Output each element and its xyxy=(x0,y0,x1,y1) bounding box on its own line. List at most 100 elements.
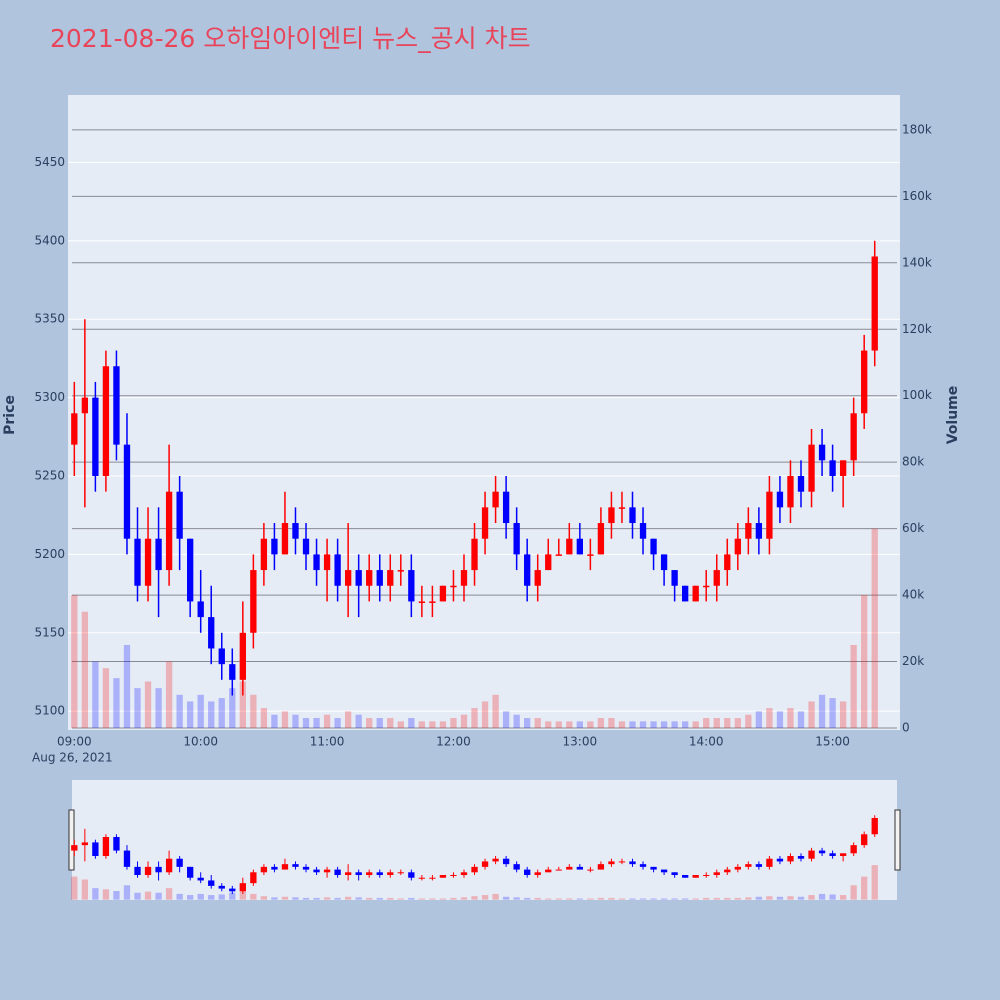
candle-body xyxy=(376,570,383,586)
mini-volume-bar xyxy=(681,898,689,900)
mini-candle-body xyxy=(250,872,257,884)
mini-candle-body xyxy=(639,864,647,867)
candle-body xyxy=(850,413,857,461)
volume-bar xyxy=(92,661,99,729)
volume-bar xyxy=(229,688,236,729)
mini-volume-bar xyxy=(776,896,784,900)
volume-bar xyxy=(703,718,710,729)
candle-body xyxy=(439,585,447,602)
range-handle-right[interactable] xyxy=(894,809,901,871)
volume-bar xyxy=(429,721,436,729)
mini-candle-body xyxy=(650,866,657,870)
mini-candle-body xyxy=(387,872,394,876)
range-slider[interactable] xyxy=(72,780,897,900)
mini-candle-body xyxy=(260,866,268,873)
volume-bar xyxy=(376,718,383,729)
mini-candle-body xyxy=(829,853,836,856)
mini-candle-body xyxy=(629,861,636,865)
mini-volume-bar xyxy=(850,885,857,900)
candle-body xyxy=(208,617,215,649)
volume-bar xyxy=(724,718,731,729)
candle-body xyxy=(71,413,78,445)
candle-body xyxy=(861,350,868,414)
mini-candle-body xyxy=(397,872,404,874)
mini-volume-bar xyxy=(608,897,615,900)
y2-tick-label: 20k xyxy=(902,654,924,668)
mini-candle-body xyxy=(313,869,320,873)
mini-volume-bar xyxy=(566,898,573,900)
mini-volume-bar xyxy=(755,896,763,900)
mini-volume-bar xyxy=(134,892,141,900)
volume-bar xyxy=(502,711,510,729)
volume-bar xyxy=(745,714,752,729)
candle-body xyxy=(639,523,647,539)
mini-candle-body xyxy=(123,850,131,867)
candle-body xyxy=(165,491,173,571)
candle-body xyxy=(271,538,278,555)
mini-volume-bar xyxy=(387,897,394,900)
mini-volume-bar xyxy=(450,897,457,900)
mini-candle-body xyxy=(208,880,215,886)
volume-bar xyxy=(734,718,741,729)
mini-candle-body xyxy=(218,885,225,889)
mini-candle-body xyxy=(745,864,752,867)
candle-body xyxy=(566,538,573,555)
volume-bar xyxy=(871,528,878,729)
mini-candle-body xyxy=(102,836,110,856)
mini-candle-body xyxy=(492,858,499,862)
plot-area xyxy=(68,95,900,730)
volume-bar xyxy=(639,721,647,729)
candle-body xyxy=(576,538,583,555)
volume-bar xyxy=(524,718,531,729)
mini-volume-bar xyxy=(492,893,499,900)
volume-bar xyxy=(218,698,225,729)
volume-bar xyxy=(397,721,404,729)
mini-candle-body xyxy=(113,836,120,851)
mini-volume-bar xyxy=(313,897,320,900)
x-tick-label: 09:00 xyxy=(57,735,92,749)
candle-body xyxy=(587,554,594,556)
mini-volume-bar xyxy=(734,897,741,900)
mini-candle-body xyxy=(187,866,194,878)
mini-candle-body xyxy=(555,869,562,871)
candle-body xyxy=(408,570,415,602)
volume-bar xyxy=(618,721,626,729)
mini-candle-body xyxy=(861,834,868,846)
candle-body xyxy=(397,570,404,572)
candle-body xyxy=(281,523,289,555)
volume-bar xyxy=(334,718,341,729)
candle-body xyxy=(155,538,162,571)
volume-bar xyxy=(302,718,310,729)
mini-volume-bar xyxy=(460,897,468,900)
mini-candle-body xyxy=(408,872,415,878)
mini-volume-bar xyxy=(481,895,489,900)
mini-candle-body xyxy=(366,872,373,876)
mini-candle-body xyxy=(787,856,794,862)
candle-body xyxy=(260,538,268,571)
candle-body xyxy=(313,554,320,571)
volume-bar xyxy=(271,714,278,729)
mini-candle-body xyxy=(355,872,362,876)
volume-bar xyxy=(492,694,499,729)
mini-candle-body xyxy=(134,866,141,876)
candle-body xyxy=(766,491,773,539)
volume-bar xyxy=(408,718,415,729)
y2-tick-label: 140k xyxy=(902,255,932,269)
range-handle-left[interactable] xyxy=(68,809,75,871)
candle-body xyxy=(618,507,626,509)
mini-volume-bar xyxy=(344,896,352,900)
volume-bar xyxy=(861,595,868,729)
mini-candle-body xyxy=(513,864,520,870)
y2-tick-label: 40k xyxy=(902,588,924,602)
volume-bar xyxy=(766,708,773,729)
mini-volume-bar xyxy=(629,898,636,900)
mini-volume-bar xyxy=(334,897,341,900)
candle-body xyxy=(302,538,310,555)
mini-volume-bar xyxy=(271,897,278,900)
y2-tick-label: 160k xyxy=(902,189,932,203)
y2-tick-label: 0 xyxy=(902,721,910,735)
mini-volume-bar xyxy=(176,893,183,900)
candle-body xyxy=(513,523,520,555)
mini-volume-bar xyxy=(745,897,752,900)
mini-candle-body xyxy=(713,872,720,876)
